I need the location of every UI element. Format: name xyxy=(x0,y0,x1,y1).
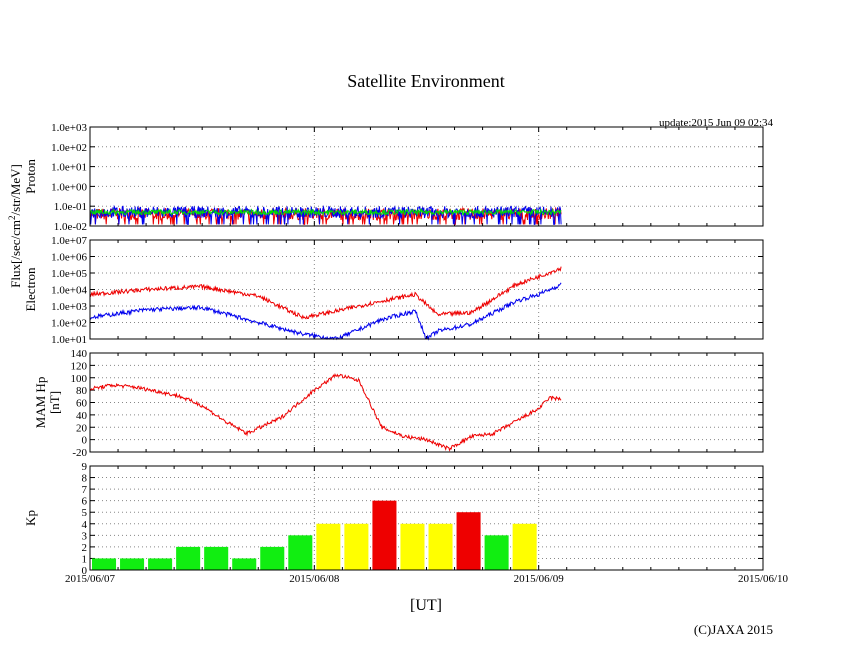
kp-bar xyxy=(232,558,257,570)
proton-series-green xyxy=(89,207,562,217)
hp-series-red xyxy=(89,373,562,452)
x-tick-label: 2015/06/10 xyxy=(738,573,789,585)
kp-bar xyxy=(92,558,117,570)
y-tick-label: 60 xyxy=(76,398,88,410)
y-tick-label: 1.0e+00 xyxy=(51,181,87,193)
kp-bar xyxy=(344,523,369,570)
y-tick-label: 1 xyxy=(82,553,88,565)
y-tick-label: 0 xyxy=(82,565,88,577)
x-tick-label: 2015/06/08 xyxy=(289,573,340,585)
panel-frame xyxy=(89,352,764,453)
flux-label-prefix: Flux[/sec/cm xyxy=(8,220,23,288)
x-axis-label: [UT] xyxy=(410,597,442,614)
electron-series-blue xyxy=(89,282,562,341)
kp-bar xyxy=(372,500,397,570)
kp-bar xyxy=(120,558,145,570)
y-tick-label: 20 xyxy=(76,422,88,434)
y-tick-label: 1.0e+01 xyxy=(51,162,87,174)
hp-axis-label: MAM Hp xyxy=(33,377,48,429)
kp-bar xyxy=(428,523,453,570)
y-tick-label: 140 xyxy=(71,348,88,360)
y-tick-label: 4 xyxy=(82,519,88,531)
panel-frame xyxy=(89,239,764,340)
y-tick-label: 5 xyxy=(82,507,88,519)
y-tick-label: 6 xyxy=(82,496,88,508)
y-tick-label: 8 xyxy=(82,473,88,485)
y-tick-label: 80 xyxy=(76,385,88,397)
kp-bar xyxy=(204,546,229,570)
kp-bar xyxy=(148,558,173,570)
y-tick-label: 1.0e+06 xyxy=(51,252,87,264)
flux-label-suffix: /str/MeV] xyxy=(8,164,23,215)
kp-bar xyxy=(316,523,341,570)
kp-axis-label: Kp xyxy=(23,510,38,526)
proton-axis-label: Proton xyxy=(23,159,38,194)
y-tick-label: 1.0e+02 xyxy=(51,318,87,330)
y-tick-label: 40 xyxy=(76,410,88,422)
y-tick-label: 100 xyxy=(71,373,88,385)
x-tick-label: 2015/06/07 xyxy=(65,573,116,585)
y-tick-label: 1.0e-02 xyxy=(54,221,87,233)
y-tick-label: -20 xyxy=(72,447,87,459)
y-tick-label: 1.0e+01 xyxy=(51,334,87,346)
flux-axis-label: Flux[/sec/cm2/str/MeV] xyxy=(7,164,23,288)
electron-series-red xyxy=(89,266,562,320)
y-tick-label: 9 xyxy=(82,461,88,473)
y-tick-label: 3 xyxy=(82,530,88,542)
y-tick-label: 1.0e+03 xyxy=(51,122,87,134)
hp-axis-unit: [nT] xyxy=(47,391,62,414)
kp-bar xyxy=(400,523,425,570)
y-tick-label: 1.0e+07 xyxy=(51,235,87,247)
y-tick-label: 1.0e+02 xyxy=(51,142,87,154)
y-tick-label: 1.0e-01 xyxy=(54,201,87,213)
chart-title: Satellite Environment xyxy=(347,71,504,91)
y-tick-label: 1.0e+03 xyxy=(51,301,87,313)
kp-bar xyxy=(176,546,201,570)
x-tick-label: 2015/06/09 xyxy=(514,573,565,585)
y-tick-label: 1.0e+04 xyxy=(51,285,87,297)
kp-bar xyxy=(484,535,509,570)
flux-label-sup: 2 xyxy=(7,215,17,220)
panel-frame xyxy=(89,126,764,227)
kp-bar xyxy=(260,546,285,570)
y-tick-label: 1.0e+05 xyxy=(51,268,87,280)
y-tick-label: 2 xyxy=(82,542,88,554)
panel-frame xyxy=(89,465,764,571)
y-tick-label: 0 xyxy=(82,435,88,447)
kp-bar xyxy=(288,535,313,570)
y-tick-label: 7 xyxy=(82,484,88,496)
electron-axis-label: Electron xyxy=(23,267,38,312)
copyright: (C)JAXA 2015 xyxy=(694,622,773,637)
kp-bar xyxy=(512,523,537,570)
y-tick-label: 120 xyxy=(71,360,88,372)
kp-bar xyxy=(456,512,481,570)
update-timestamp: update:2015 Jun 09 02:34 xyxy=(659,117,773,129)
